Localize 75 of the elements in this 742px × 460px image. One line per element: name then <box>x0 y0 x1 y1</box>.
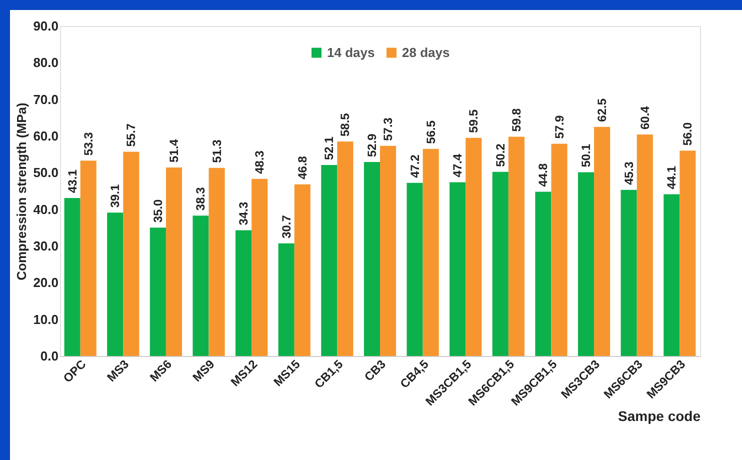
bar <box>252 178 268 356</box>
data-label: 39.1 <box>108 184 122 208</box>
bar <box>166 168 182 356</box>
bar <box>664 194 680 356</box>
x-tick-label: CB3 <box>362 356 389 384</box>
y-tick-label: 10.0 <box>33 312 58 327</box>
y-tick-label: 70.0 <box>33 92 58 107</box>
data-label: 58.5 <box>338 112 352 136</box>
data-label: 50.1 <box>579 144 594 168</box>
bar <box>508 136 524 356</box>
bar <box>278 243 294 356</box>
y-axis-title: Compression strength (MPa) <box>14 102 30 280</box>
bar <box>321 164 338 356</box>
bar <box>380 146 396 356</box>
bar <box>80 160 96 356</box>
data-label: 50.2 <box>493 143 508 167</box>
data-label: 62.5 <box>595 98 610 122</box>
data-label: 47.4 <box>450 154 465 178</box>
data-label: 57.3 <box>381 117 396 141</box>
bar <box>64 198 80 356</box>
data-label: 46.8 <box>295 156 310 180</box>
bar <box>150 228 166 356</box>
data-label: 45.3 <box>622 161 636 185</box>
bar <box>192 216 209 356</box>
bar <box>123 152 140 356</box>
data-label: 51.4 <box>166 138 181 163</box>
bar <box>551 144 568 356</box>
y-tick-label: 80.0 <box>33 55 58 70</box>
data-label: 43.1 <box>65 169 80 193</box>
y-tick-label: 60.0 <box>33 128 58 144</box>
bar <box>337 142 354 356</box>
data-label: 53.3 <box>81 132 96 156</box>
legend-label: 28 days <box>402 44 450 60</box>
data-label: 47.2 <box>408 154 422 178</box>
data-label: 57.9 <box>552 115 566 139</box>
data-label: 60.4 <box>638 106 652 130</box>
y-tick-label: 20.0 <box>33 275 58 290</box>
bar <box>294 184 310 356</box>
bar <box>236 230 252 356</box>
x-axis-title: Sampe code <box>618 408 701 424</box>
data-label: 34.3 <box>236 202 251 226</box>
bar <box>636 134 653 356</box>
data-label: 35.0 <box>150 198 165 223</box>
y-tick-label: 40.0 <box>33 202 58 217</box>
bar <box>620 190 637 356</box>
y-tick-label: 50.0 <box>33 165 58 180</box>
data-label: 48.3 <box>252 150 267 174</box>
bar <box>208 168 225 356</box>
legend-label: 14 days <box>327 44 375 60</box>
data-label: 59.8 <box>509 108 524 132</box>
bar <box>535 192 552 356</box>
bar <box>107 212 124 356</box>
data-label: 38.3 <box>194 186 208 211</box>
data-label: 51.3 <box>210 139 224 163</box>
data-label: 56.0 <box>680 122 695 146</box>
bar <box>364 162 380 356</box>
bar <box>578 172 594 356</box>
y-tick-label: 90.0 <box>33 18 58 34</box>
data-label: 52.1 <box>322 136 336 160</box>
data-label: 52.9 <box>364 133 379 158</box>
data-label: 56.5 <box>424 120 438 144</box>
data-label: 30.7 <box>279 214 294 238</box>
y-tick-label: 30.0 <box>33 238 58 254</box>
data-label: 44.1 <box>664 166 679 190</box>
data-label: 59.5 <box>466 109 481 133</box>
bar <box>492 172 508 356</box>
bar <box>422 148 439 356</box>
bar <box>466 138 482 356</box>
bar <box>450 182 466 356</box>
bar <box>594 126 610 356</box>
y-tick-label: 0.0 <box>40 348 58 364</box>
data-label: 55.7 <box>124 123 138 147</box>
bar <box>680 150 696 356</box>
data-label: 44.8 <box>536 163 550 187</box>
bar <box>406 182 423 356</box>
